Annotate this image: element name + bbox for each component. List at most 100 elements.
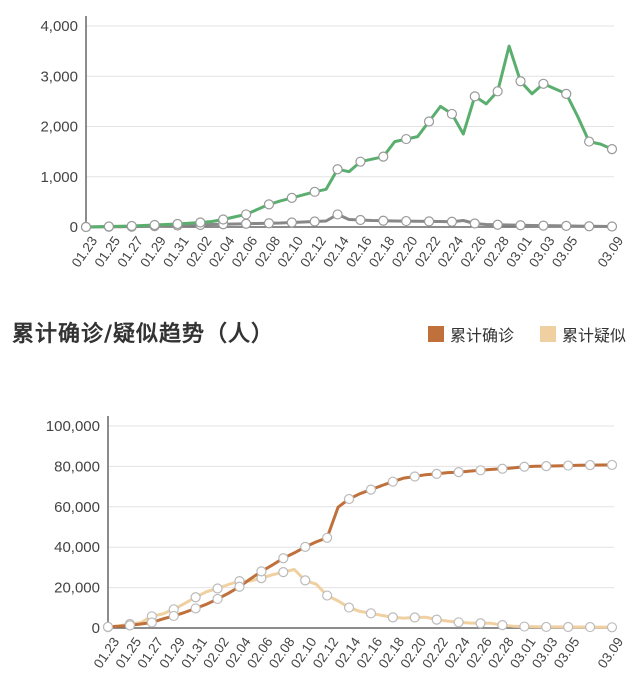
- series-point[interactable]: [515, 76, 526, 87]
- series-point[interactable]: [584, 136, 595, 147]
- y-tick-label: 2,000: [40, 119, 78, 136]
- series-point[interactable]: [515, 220, 526, 231]
- series-point[interactable]: [126, 220, 137, 232]
- series-point[interactable]: [387, 612, 398, 623]
- series-point[interactable]: [343, 602, 355, 613]
- series-point[interactable]: [286, 217, 297, 228]
- series-point[interactable]: [240, 209, 252, 220]
- series-point[interactable]: [563, 460, 574, 471]
- series-point[interactable]: [606, 144, 618, 155]
- series-point[interactable]: [538, 220, 549, 231]
- series-point[interactable]: [409, 612, 420, 623]
- series-point[interactable]: [212, 583, 223, 594]
- series-point[interactable]: [469, 91, 480, 102]
- series-point[interactable]: [172, 218, 183, 230]
- series-point[interactable]: [519, 461, 530, 472]
- series-point[interactable]: [584, 221, 595, 232]
- series-point[interactable]: [431, 468, 442, 479]
- series-point[interactable]: [453, 467, 464, 478]
- series-point[interactable]: [322, 532, 333, 543]
- series-point[interactable]: [190, 592, 201, 603]
- series-point[interactable]: [263, 199, 275, 210]
- series-point[interactable]: [286, 192, 297, 203]
- y-tick-label: 80,000: [54, 458, 100, 475]
- series-point[interactable]: [332, 209, 343, 220]
- series-point[interactable]: [195, 217, 206, 228]
- series-point[interactable]: [102, 621, 114, 632]
- series-point[interactable]: [446, 108, 458, 120]
- series-point[interactable]: [332, 164, 343, 175]
- series-point[interactable]: [355, 156, 366, 167]
- series-point[interactable]: [423, 216, 435, 227]
- series-point[interactable]: [378, 151, 389, 162]
- series-point[interactable]: [409, 471, 420, 482]
- series-point[interactable]: [343, 493, 355, 505]
- y-tick-label: 0: [92, 620, 100, 637]
- series-point[interactable]: [538, 78, 549, 89]
- series-point[interactable]: [146, 617, 157, 628]
- series-point[interactable]: [497, 620, 508, 631]
- series-point[interactable]: [606, 622, 618, 633]
- y-tick-label: 4,000: [40, 18, 78, 35]
- legend-item-suspected[interactable]: 累计疑似: [540, 322, 626, 346]
- series-point[interactable]: [149, 219, 160, 231]
- series-line: [106, 568, 614, 629]
- series-point[interactable]: [218, 214, 229, 225]
- y-tick-label: 60,000: [54, 499, 100, 516]
- series-point[interactable]: [278, 567, 289, 578]
- y-tick-label: 1,000: [40, 169, 78, 186]
- series-point[interactable]: [355, 214, 366, 226]
- series-point[interactable]: [563, 621, 574, 633]
- series-point[interactable]: [401, 133, 412, 145]
- series-point[interactable]: [453, 617, 464, 628]
- series-point[interactable]: [469, 218, 480, 229]
- x-tick-label: 03.09: [595, 635, 627, 671]
- series-point[interactable]: [124, 620, 136, 631]
- series-point[interactable]: [584, 621, 596, 633]
- series-point[interactable]: [561, 88, 572, 99]
- series-point[interactable]: [541, 460, 552, 472]
- series-point[interactable]: [278, 553, 289, 564]
- series-point[interactable]: [309, 216, 320, 227]
- legend-item-confirmed[interactable]: 累计确诊: [428, 322, 514, 346]
- series-point[interactable]: [80, 221, 92, 233]
- series-point[interactable]: [387, 476, 398, 487]
- series-point[interactable]: [300, 541, 311, 552]
- legend-swatch-suspected: [540, 326, 556, 342]
- series-point[interactable]: [365, 484, 377, 495]
- series-point[interactable]: [300, 575, 311, 586]
- series-point[interactable]: [190, 603, 201, 614]
- y-tick-label: 0: [70, 219, 78, 236]
- series-point[interactable]: [561, 220, 572, 231]
- series-point[interactable]: [492, 219, 503, 230]
- series-point[interactable]: [475, 618, 486, 629]
- series-point[interactable]: [256, 566, 267, 577]
- series-point[interactable]: [309, 186, 320, 197]
- series-point[interactable]: [212, 593, 223, 605]
- series-point[interactable]: [606, 221, 618, 232]
- series-point[interactable]: [446, 216, 458, 227]
- bottom-series-group: [102, 459, 618, 633]
- series-point[interactable]: [519, 621, 530, 632]
- series-point[interactable]: [497, 463, 508, 474]
- series-point[interactable]: [263, 218, 275, 229]
- y-tick-label: 100,000: [46, 418, 100, 435]
- series-point[interactable]: [541, 621, 552, 633]
- top-series-group: [80, 44, 618, 233]
- series-point[interactable]: [365, 608, 377, 619]
- series-point[interactable]: [378, 215, 389, 226]
- series-point[interactable]: [606, 459, 618, 471]
- series-point[interactable]: [492, 86, 503, 97]
- series-point[interactable]: [401, 215, 412, 227]
- series-point[interactable]: [423, 116, 435, 127]
- series-point[interactable]: [584, 459, 596, 471]
- series-point[interactable]: [234, 581, 245, 592]
- series-point[interactable]: [103, 221, 114, 232]
- series-point[interactable]: [475, 465, 486, 476]
- series-point[interactable]: [168, 610, 179, 622]
- series-point[interactable]: [431, 614, 442, 625]
- series-point[interactable]: [322, 590, 333, 601]
- bottom-x-tick-labels: 01.2301.2501.2701.2901.3102.0202.0402.06…: [91, 634, 627, 671]
- legend-swatch-confirmed: [428, 326, 444, 342]
